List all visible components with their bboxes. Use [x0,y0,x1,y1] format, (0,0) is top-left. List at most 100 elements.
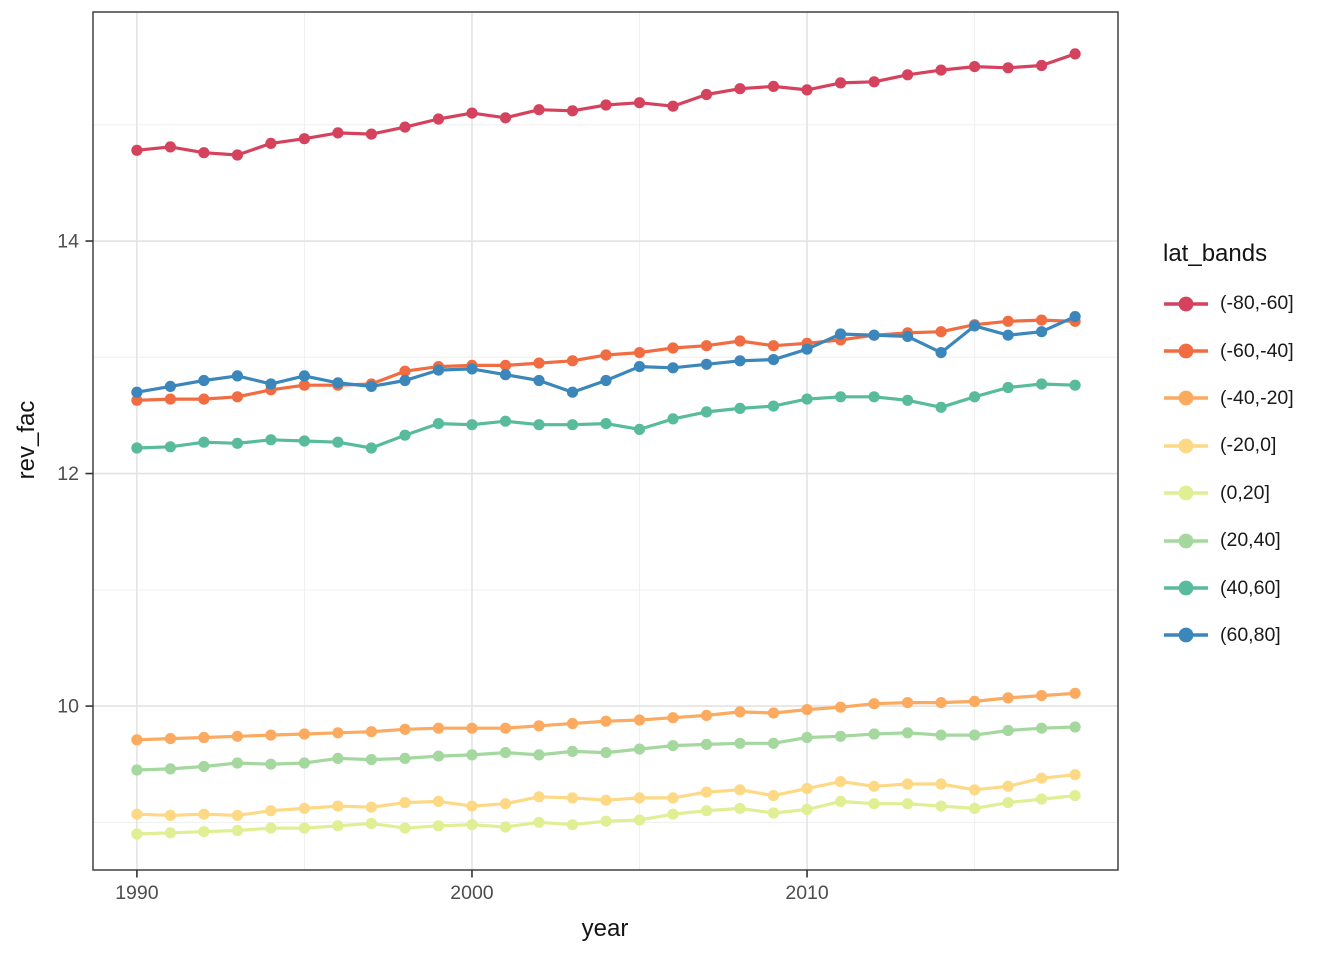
legend-item: (0,20] [1163,470,1294,517]
data-point [902,394,914,406]
data-point [734,83,746,95]
data-point [633,361,646,373]
data-point [432,364,445,376]
legend-item: (20,40] [1163,517,1294,564]
data-point [1002,780,1014,792]
data-point [767,807,780,819]
data-point [499,798,512,810]
x-tick-label: 2010 [785,882,829,904]
data-point [935,800,947,812]
data-point [365,801,377,813]
data-point [969,784,981,796]
data-point [365,754,377,766]
data-point [801,704,813,716]
data-point [231,757,243,769]
legend-label: (0,20] [1220,481,1270,504]
legend-key-icon [1164,580,1208,596]
data-point [600,815,612,827]
data-point [700,340,713,352]
data-point [633,792,646,804]
data-point [164,763,176,775]
data-point [198,731,210,744]
data-point [566,386,579,398]
data-point [935,778,947,790]
data-point [298,802,310,815]
data-point [265,434,277,446]
data-point [265,758,277,770]
data-point [700,709,713,722]
data-point [667,413,679,425]
data-point [767,737,780,749]
data-point [231,437,243,449]
legend-key-point [1178,533,1194,549]
data-point [1002,315,1014,327]
data-point [969,802,981,815]
data-point [466,107,478,119]
data-point [164,809,176,822]
x-tick-label: 1990 [115,882,159,904]
data-point [935,64,947,76]
y-tick-label: 14 [57,231,79,253]
data-point [633,714,646,726]
data-point [131,394,143,406]
data-point [1036,326,1048,338]
data-point [499,415,512,427]
legend-key-point [1178,580,1194,596]
data-point [767,354,780,366]
data-point [231,824,243,837]
data-point [835,701,847,713]
legend-key-point [1178,438,1194,454]
data-point [835,776,847,788]
data-point [265,729,277,741]
data-point [566,819,579,831]
legend-key-point [1178,343,1194,359]
data-point [734,737,746,749]
data-point [432,795,445,808]
data-point [466,800,478,812]
data-point [969,695,981,708]
data-point [265,137,277,149]
data-point [600,715,612,727]
legend-item: (60,80] [1163,612,1294,659]
data-point [365,817,377,830]
data-point [1036,59,1048,72]
data-point [1002,724,1014,737]
data-point [935,347,947,359]
data-point [365,442,377,454]
data-point [131,808,143,820]
data-point [499,369,512,381]
data-point [198,147,210,159]
data-point [198,760,210,773]
y-axis-title: rev_fac [13,400,40,480]
data-point [566,355,579,367]
data-point [566,105,579,117]
data-point [734,335,746,347]
data-point [835,730,847,742]
data-point [399,822,411,834]
data-point [801,731,813,744]
data-point [801,84,813,96]
data-point [600,747,612,759]
data-point [332,752,344,765]
data-point [868,798,880,810]
data-point [365,726,377,738]
data-point [1002,329,1014,341]
legend-key-icon [1164,296,1208,312]
data-point [164,441,176,453]
data-point [231,809,243,822]
data-point [365,128,377,140]
data-point [935,697,947,709]
legend-item: (-60,-40] [1163,327,1294,374]
data-point [164,733,176,745]
data-point [399,752,411,765]
data-point [1036,314,1048,326]
x-tick-label: 2000 [450,882,494,904]
data-point [298,435,310,447]
data-point [399,365,411,377]
data-point [1002,381,1014,394]
data-point [767,400,780,412]
data-point [164,393,176,405]
data-point [868,780,880,792]
data-point [432,418,445,430]
data-point [633,347,646,359]
